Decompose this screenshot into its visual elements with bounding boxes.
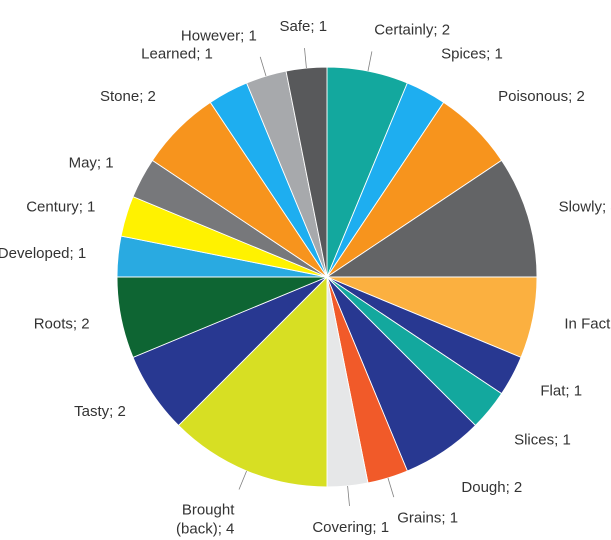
- leader-line-safe: [304, 48, 307, 69]
- pie-slices: [116, 66, 538, 488]
- pie-slice-safe: [285, 66, 328, 278]
- leader-line-covering: [347, 485, 350, 506]
- slice-label-covering: Covering; 1: [312, 519, 389, 536]
- slice-label-brought-back: Brought (back); 4: [176, 502, 235, 538]
- slice-label-certainly: Certainly; 2: [374, 22, 450, 39]
- slice-label-slices: Slices; 1: [514, 432, 571, 449]
- slice-label-poisonous: Poisonous; 2: [498, 88, 585, 105]
- leader-line-brought-back: [238, 470, 247, 490]
- slice-label-may: May; 1: [69, 154, 114, 171]
- pie-slice-slowly: [325, 159, 538, 278]
- slice-label-learned: Learned; 1: [141, 46, 213, 63]
- slice-label-tasty: Tasty; 2: [74, 403, 126, 420]
- slice-label-however: However; 1: [181, 27, 257, 44]
- slice-label-roots: Roots; 2: [34, 316, 90, 333]
- leader-lines: [238, 48, 395, 506]
- slice-label-stone: Stone; 2: [100, 88, 156, 105]
- slice-label-grains: Grains; 1: [397, 510, 458, 527]
- slice-label-in-fact: In Fact; 2: [564, 316, 611, 333]
- slice-label-century: Century; 1: [26, 198, 95, 215]
- slice-labels: Certainly; 2 Spices; 1 Poisonous; 2 Slowly;…: [0, 18, 611, 537]
- slice-label-spices: Spices; 1: [441, 46, 503, 63]
- pie-slice-brought-back: [177, 275, 328, 488]
- slice-label-safe: Safe; 1: [280, 18, 328, 35]
- leader-line-grains: [387, 477, 395, 498]
- slice-label-flat: Flat; 1: [540, 383, 582, 400]
- slice-label-slowly: Slowly; 3: [559, 198, 611, 215]
- slice-label-dough: Dough; 2: [461, 479, 522, 496]
- leader-line-certainly: [367, 51, 373, 72]
- slice-label-developed: Developed; 1: [0, 245, 86, 262]
- leader-line-however: [259, 56, 267, 77]
